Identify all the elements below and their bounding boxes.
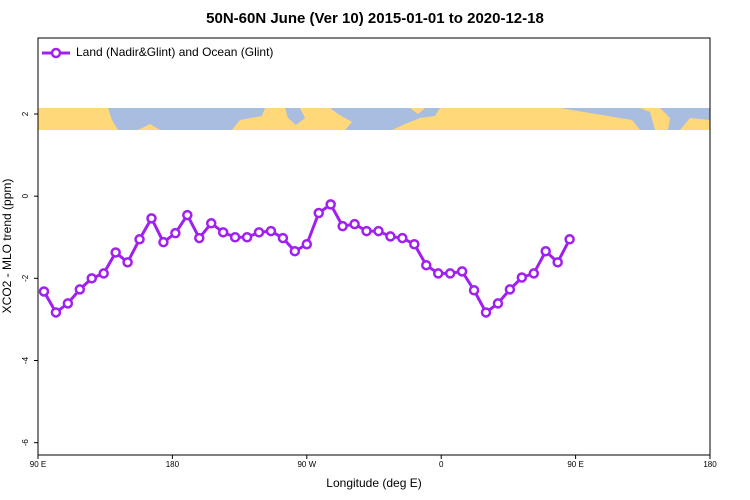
data-point [468,285,480,296]
data-point [194,232,205,244]
map-ocean [330,108,440,130]
data-point [277,232,289,244]
data-point [373,225,384,237]
y-tick-label: 0 [21,193,30,198]
data-point [444,268,456,279]
data-point [432,268,444,279]
y-tick-label: -6 [21,439,30,447]
data-point [182,209,193,221]
data-point [313,207,324,219]
data-point [217,227,229,238]
legend-label: Land (Nadir&Glint) and Ocean (Glint) [76,45,273,59]
data-point [456,266,468,277]
x-tick-label: 90 E [567,460,583,469]
x-tick-label: 0 [439,460,444,469]
data-point [564,234,575,245]
data-point [265,225,277,237]
data-point [337,220,348,232]
data-point [229,232,241,243]
data-point [289,245,301,257]
data-point [62,298,74,309]
data-point [74,284,86,295]
data-point [146,213,157,224]
data-point [349,218,360,230]
data-point [110,247,121,258]
data-point [397,232,408,244]
data-point [480,307,492,318]
map-ocean [285,108,305,125]
data-point [504,284,516,295]
data-point [38,286,50,297]
data-point [122,257,133,268]
x-tick-label: 180 [703,460,717,469]
y-axis-label: XCO2 - MLO trend (ppm) [0,179,14,314]
map-ocean [560,108,655,130]
x-axis-label: Longitude (deg E) [326,476,421,490]
map-strip [38,108,710,130]
data-point [86,273,98,284]
data-point [170,227,181,239]
data-point [385,231,396,242]
data-point [409,238,420,250]
data-point [540,245,551,257]
data-point [528,268,540,279]
data-point [552,257,563,268]
plot-frame [37,37,711,456]
data-point [421,259,432,271]
y-tick-label: -2 [21,274,30,282]
data-point [205,218,217,229]
x-tick-label: 90 W [297,460,316,469]
y-tick-label: -4 [21,356,30,364]
x-tick-label: 90 E [30,460,46,469]
data-point [158,236,169,248]
data-point [241,232,253,243]
legend-marker [50,47,62,59]
data-point [301,238,313,250]
data-point [325,199,336,210]
data-point [361,225,372,237]
data-point [98,268,109,279]
data-point [134,234,145,245]
chart-title: 50N-60N June (Ver 10) 2015-01-01 to 2020… [206,10,544,27]
map-ocean [108,108,265,130]
data-point [492,298,504,309]
map-land [410,108,425,114]
data-point [253,227,265,238]
data-point [50,307,62,318]
map-ocean [660,108,710,130]
data-point [516,272,528,283]
x-tick-label: 180 [166,460,180,469]
y-tick-label: 2 [21,111,30,116]
